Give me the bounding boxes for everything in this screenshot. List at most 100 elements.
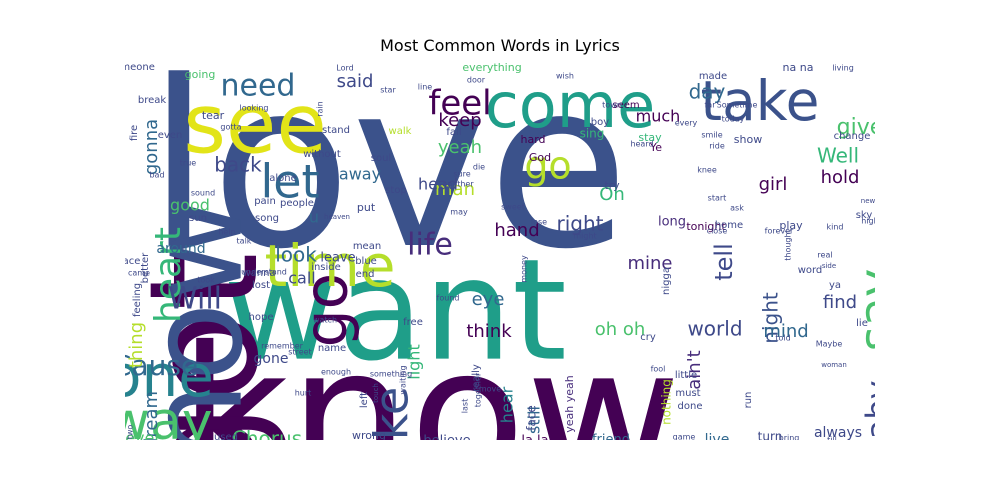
word-waiting: waiting [399, 365, 408, 394]
word-play: play [779, 219, 803, 232]
word-oh-oh: oh oh [595, 319, 646, 340]
word-think: think [466, 321, 512, 342]
word-put: put [357, 201, 376, 214]
word-cloud-panel: loveknowwantgotnowseegotimecometakeonewa… [125, 60, 875, 440]
word-go: go [292, 273, 362, 348]
word-fool: fool [651, 365, 666, 374]
word-yeah: yeah [438, 137, 482, 158]
word-chorus: Chorus [232, 427, 302, 441]
word-enough: enough [321, 368, 351, 377]
word-boy: boy [591, 117, 609, 128]
word-call: call [288, 269, 316, 288]
word-free: free [403, 317, 423, 328]
word-turn: turn [758, 430, 783, 441]
word-without: without [303, 149, 341, 160]
word-ride: ride [709, 142, 725, 151]
word-really: really [471, 364, 482, 392]
word-tonight: tonight [686, 220, 726, 233]
word-say: say [849, 269, 875, 352]
word-end: end [356, 269, 375, 280]
word-god: God [529, 151, 551, 164]
word-away: away [339, 165, 381, 184]
word-run: run [743, 392, 754, 409]
word-someone: someone [125, 62, 155, 73]
word-look: look [275, 243, 317, 267]
word-day: day [689, 80, 726, 104]
word-stand: stand [322, 125, 350, 136]
word-oh: Oh [599, 184, 625, 205]
word-live: live [705, 432, 730, 440]
word-love: love [147, 60, 629, 300]
word-touch: touch [372, 383, 380, 403]
word-place: place [125, 256, 140, 267]
word-even: even [158, 130, 183, 141]
word-two: two [126, 425, 135, 440]
word-eye: eye [472, 289, 505, 310]
word-long: long [658, 215, 686, 230]
word-let: let [260, 155, 319, 209]
word-till: till [827, 436, 837, 441]
word-head: head [418, 175, 458, 194]
word-cry: cry [640, 332, 656, 343]
word-always: always [814, 425, 862, 440]
word-bad: bad [149, 171, 164, 180]
word-far: far [704, 101, 716, 110]
word-hurt: hurt [295, 389, 312, 398]
word-little: little [675, 370, 697, 381]
word-mine: mine [627, 253, 672, 274]
word-side: side [822, 262, 836, 270]
word-home: home [715, 220, 743, 231]
word-may: may [450, 208, 468, 217]
word-thing: thing [126, 322, 147, 368]
word-baby: baby [859, 380, 875, 440]
word-door: door [467, 76, 486, 85]
word-nigga: nigga [661, 267, 672, 295]
word-close: close [707, 227, 728, 236]
word-never: never [125, 429, 161, 441]
word-lord: Lord [336, 64, 353, 73]
word-stay: stay [638, 131, 662, 144]
word-life: life [407, 228, 453, 263]
word-u: u [309, 208, 319, 227]
word-give: give [837, 115, 875, 140]
word-friend: friend [592, 433, 630, 441]
word-change: change [834, 131, 871, 142]
word-bring: bring [779, 434, 800, 441]
word-hand: hand [494, 220, 539, 241]
word-hope: hope [249, 312, 274, 323]
word-na-na: na na [783, 61, 814, 74]
word-ya: ya [829, 280, 841, 291]
word-ye: Ye [649, 141, 662, 154]
word-sky: sky [856, 210, 873, 221]
word-used: used [214, 432, 238, 440]
word-want: want [223, 230, 567, 393]
word-gonna: gonna [141, 119, 162, 175]
word-break: break [138, 95, 167, 106]
word-still: still [525, 406, 544, 434]
word-line: line [418, 83, 433, 92]
word-made: made [699, 71, 727, 82]
word-lose: lose [531, 218, 547, 227]
word-ask: ask [730, 204, 744, 213]
word-show: show [734, 133, 762, 146]
word-back: back [214, 153, 262, 177]
word-face: face [525, 405, 539, 431]
word-name: name [318, 343, 346, 354]
word-know: know [179, 306, 681, 440]
word-today: today [722, 115, 745, 124]
word-nothing: nothing [660, 379, 674, 425]
word-sometime: Sometime [717, 101, 758, 110]
word-cause: Cause [125, 349, 198, 382]
word-sweet: sweet [501, 203, 525, 212]
word-talk: talk [237, 237, 252, 246]
word-heaven: heaven [324, 213, 350, 221]
word-watch: watch [313, 316, 337, 325]
word-town: town [602, 101, 622, 110]
word-walk: walk [389, 126, 412, 137]
word-feel: feel [428, 84, 491, 124]
word-must: must [675, 388, 700, 399]
word-light: light [405, 344, 424, 379]
word-got: got [125, 252, 292, 440]
word-mind: mind [763, 321, 808, 342]
word-real: real [817, 251, 832, 260]
